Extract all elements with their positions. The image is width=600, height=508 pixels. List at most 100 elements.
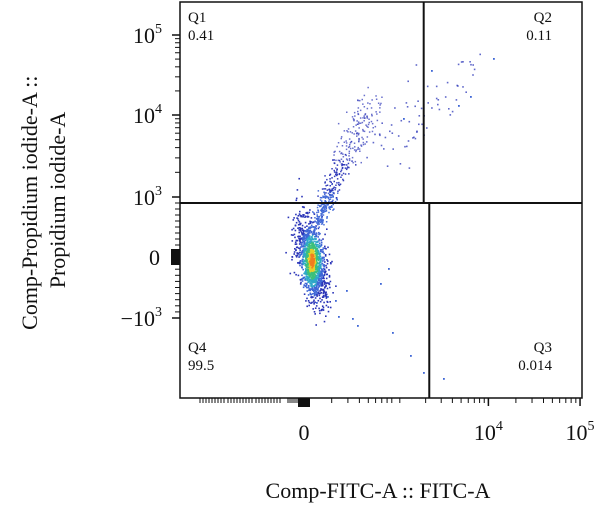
event-dot — [306, 238, 309, 240]
event-dot — [332, 195, 334, 198]
event-dot — [315, 238, 317, 240]
event-dot — [318, 226, 320, 228]
event-dot — [310, 283, 313, 285]
x-axis-title: Comp-FITC-A :: FITC-A — [266, 478, 491, 503]
event-dot — [292, 227, 295, 230]
event-dot — [312, 244, 314, 247]
event-dot — [320, 197, 323, 199]
event-dot — [380, 102, 382, 105]
event-dot — [311, 275, 313, 277]
event-dot — [322, 291, 325, 294]
event-dot — [363, 94, 366, 97]
event-dot — [311, 250, 313, 252]
event-dot — [312, 238, 315, 241]
event-dot — [319, 250, 322, 253]
event-dot — [356, 120, 358, 122]
event-dot — [304, 221, 307, 224]
event-dot — [303, 248, 306, 250]
event-dot — [305, 271, 307, 274]
event-dot — [311, 260, 313, 263]
event-dot — [330, 194, 332, 197]
event-dot — [348, 155, 350, 157]
event-dot — [305, 235, 308, 237]
event-dot — [309, 288, 311, 290]
event-dot — [306, 282, 308, 285]
event-dot — [311, 238, 313, 241]
event-dot — [326, 178, 328, 181]
event-dot — [316, 214, 318, 216]
event-dot — [321, 258, 324, 260]
event-dot — [312, 308, 314, 310]
event-dot — [343, 130, 346, 132]
event-dot — [296, 252, 298, 254]
event-dot — [306, 225, 308, 227]
event-dot — [301, 232, 303, 234]
event-dot — [328, 193, 331, 196]
event-dot — [325, 221, 328, 223]
event-dot — [294, 236, 296, 239]
event-dot — [313, 271, 315, 274]
event-dot — [316, 211, 318, 214]
event-dot — [313, 261, 315, 263]
event-dot — [307, 300, 310, 302]
event-dot — [285, 251, 287, 254]
event-dot — [311, 255, 314, 257]
event-dot — [324, 287, 326, 289]
event-dot — [310, 224, 313, 227]
event-dot — [309, 239, 311, 241]
event-dot — [304, 253, 307, 255]
event-dot — [315, 286, 318, 289]
event-dot — [294, 229, 297, 232]
event-dot — [333, 169, 335, 172]
event-dot — [339, 161, 341, 163]
event-dot — [299, 255, 301, 258]
event-dot — [336, 178, 339, 180]
event-dot — [297, 235, 299, 238]
event-dot — [309, 268, 311, 271]
event-dot — [311, 257, 314, 259]
event-dot — [310, 259, 313, 261]
event-dot — [358, 132, 360, 135]
event-dot — [336, 173, 339, 176]
event-dot — [321, 270, 324, 273]
event-dot — [349, 131, 352, 133]
event-dot — [304, 216, 306, 218]
event-dot — [300, 238, 303, 240]
event-dot — [366, 156, 368, 159]
event-dot — [299, 264, 301, 267]
event-dot — [324, 200, 326, 202]
event-dot — [309, 226, 312, 229]
event-dot — [306, 212, 308, 214]
event-dot — [291, 258, 293, 261]
event-dot — [305, 238, 307, 240]
event-dot — [403, 118, 405, 120]
event-dot — [295, 197, 298, 200]
event-dot — [307, 268, 309, 271]
event-dot — [302, 244, 305, 246]
event-dot — [340, 176, 342, 178]
event-dot — [455, 99, 458, 101]
event-dot — [314, 246, 317, 249]
event-dot — [317, 289, 319, 292]
event-dot — [328, 283, 331, 286]
event-dot — [313, 250, 316, 252]
event-dot — [324, 291, 326, 294]
event-dot — [335, 172, 337, 174]
event-dot — [335, 300, 337, 302]
event-dot — [363, 120, 365, 122]
event-dot — [297, 227, 299, 229]
event-dot — [325, 297, 328, 299]
event-dot — [366, 125, 368, 128]
event-dot — [310, 240, 313, 242]
event-dot — [309, 289, 312, 292]
event-dot — [438, 108, 441, 111]
event-dot — [309, 227, 311, 230]
event-dot — [314, 250, 317, 253]
event-dot — [334, 188, 336, 191]
event-dot — [391, 132, 394, 134]
event-dot — [305, 300, 307, 302]
event-dot — [305, 249, 308, 251]
event-dot — [308, 285, 310, 287]
event-dot — [349, 147, 352, 150]
event-dot — [313, 245, 316, 247]
